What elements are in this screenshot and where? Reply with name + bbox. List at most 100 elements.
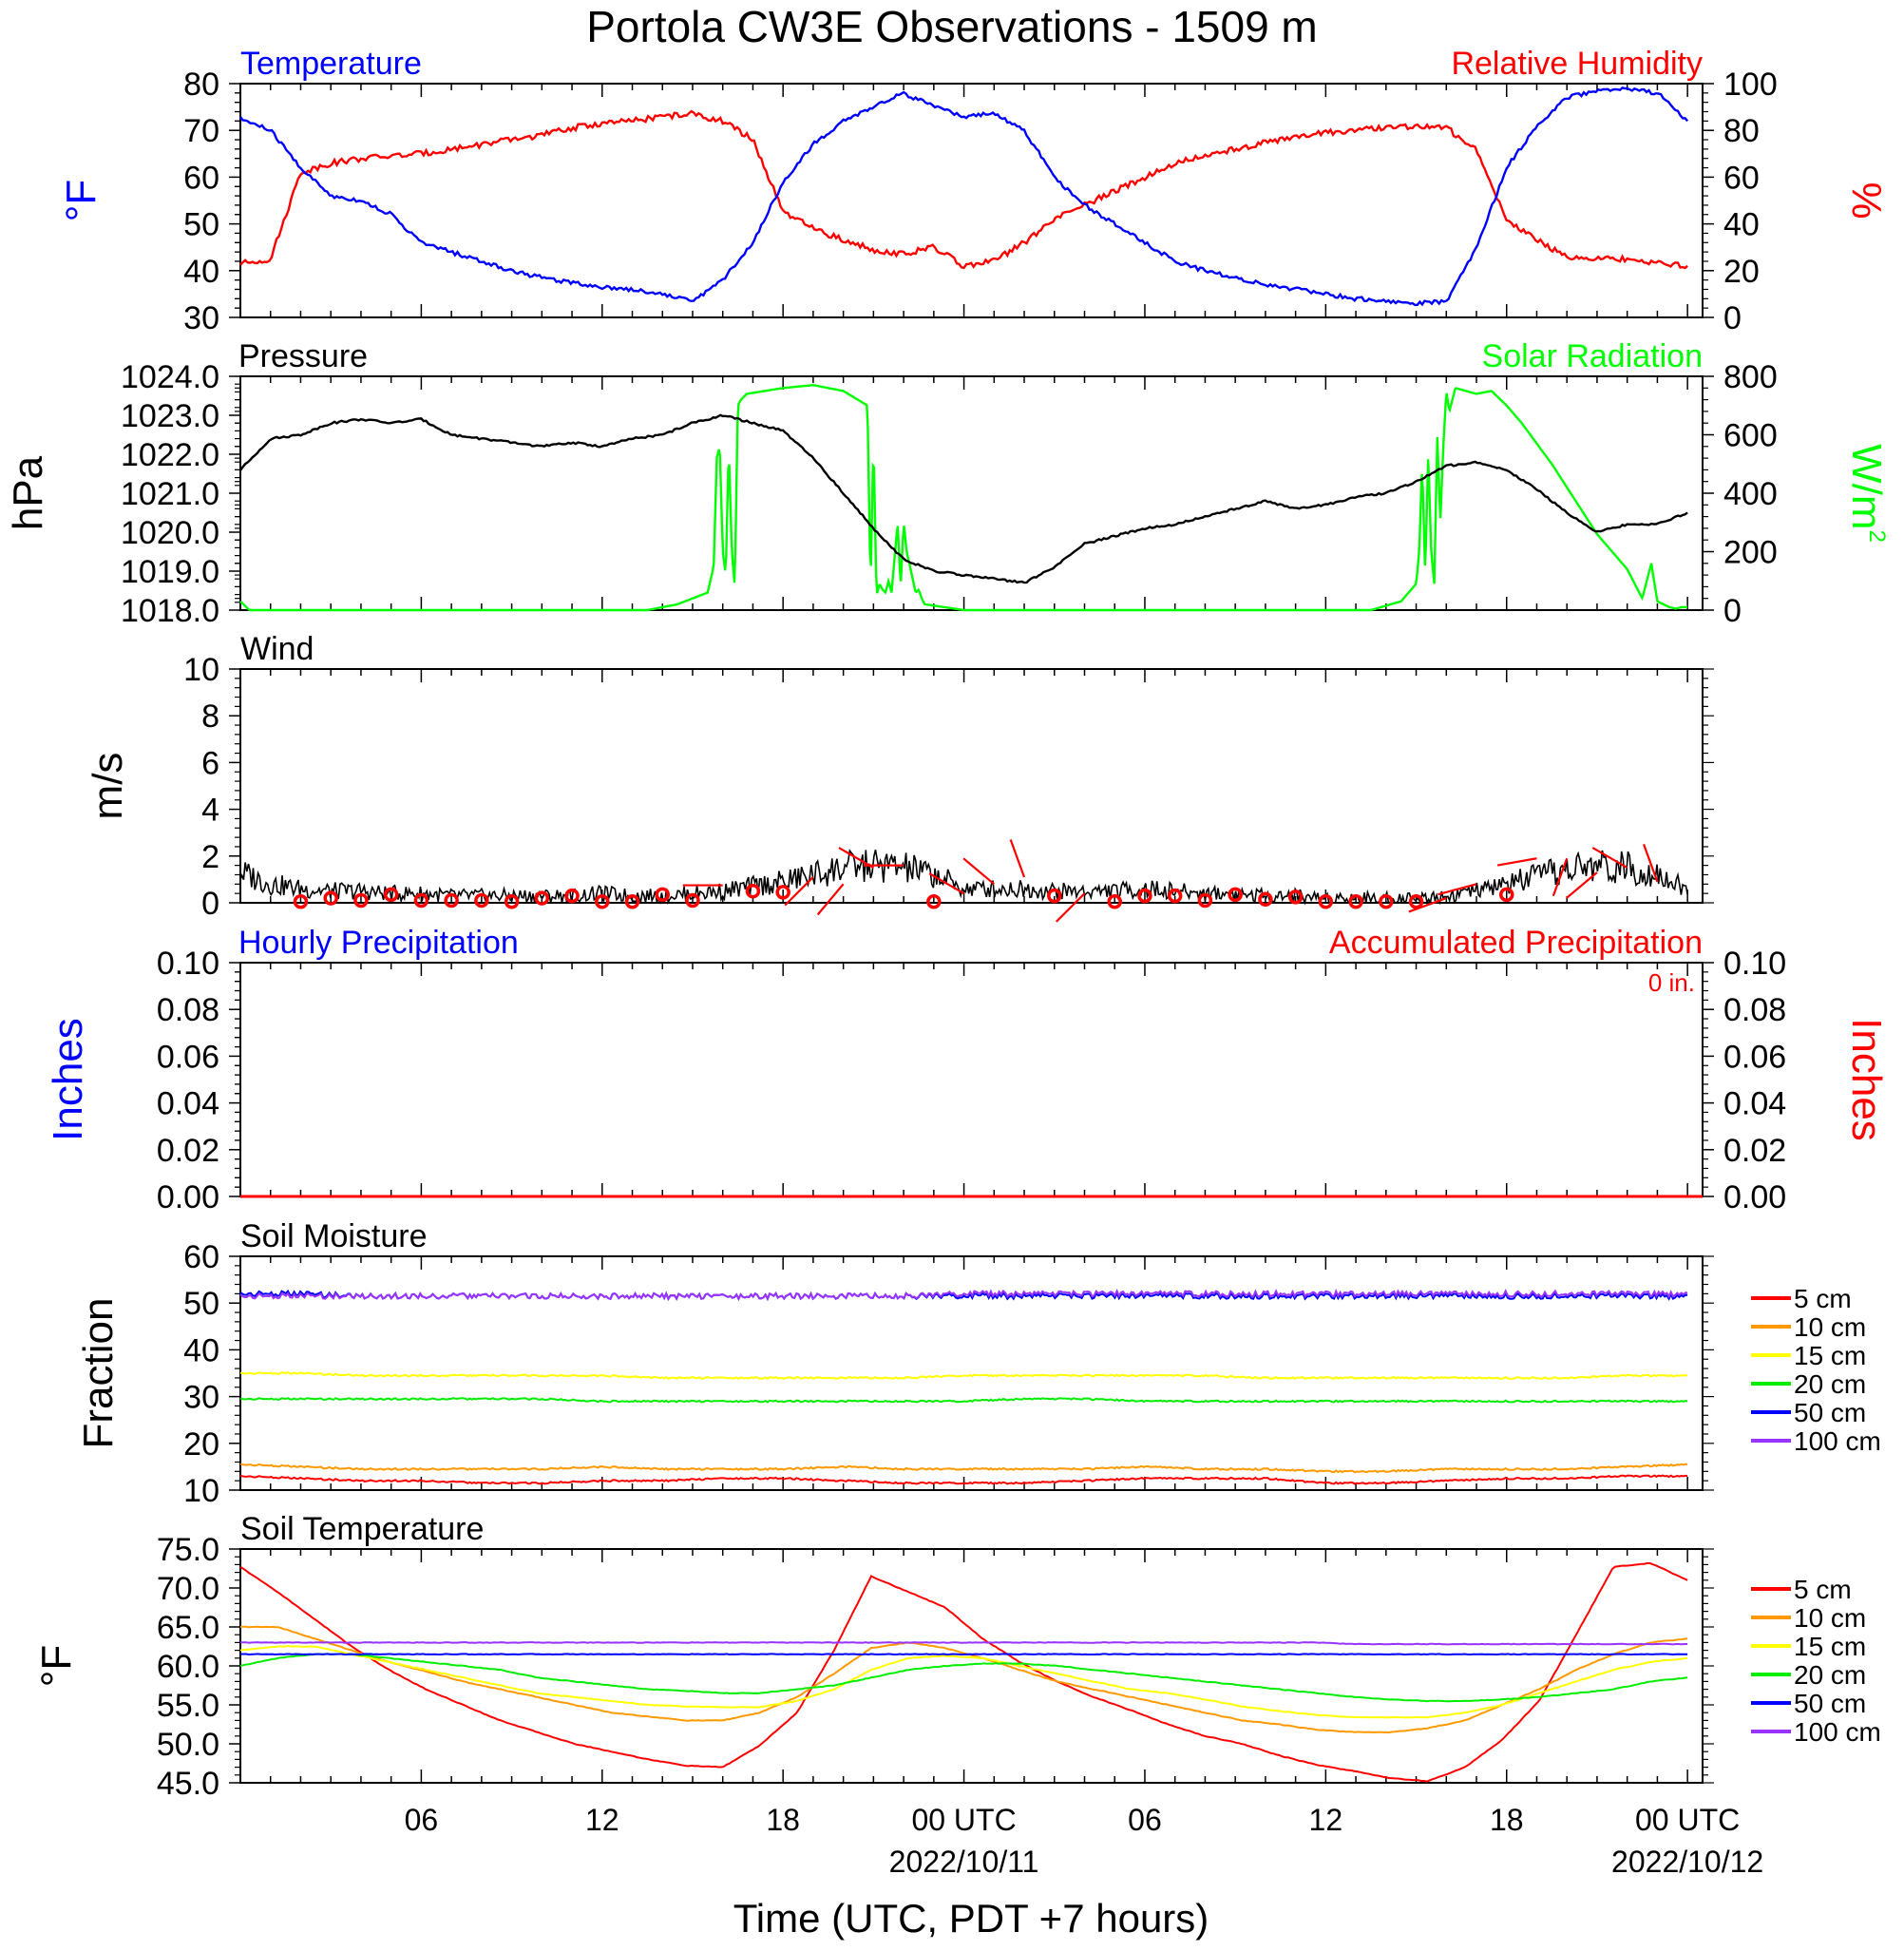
- y-axis-label: °F: [33, 1645, 80, 1687]
- soil-temperature-line: [239, 1625, 1688, 1734]
- y-tick-label: 0.02: [157, 1133, 219, 1169]
- y-tick-label: 60: [183, 160, 219, 196]
- wind-calm-marker: [745, 883, 761, 899]
- y-tick-label: 0.00: [1723, 1179, 1786, 1215]
- wind-calm-marker: [1258, 891, 1273, 908]
- wind-barb: [1408, 897, 1447, 913]
- soil-moisture-legend-label: 5 cm: [1794, 1284, 1852, 1313]
- y-tick-label: 6: [201, 745, 219, 781]
- y-tick-label: 1021.0: [121, 476, 219, 512]
- wind-barb: [1643, 844, 1659, 883]
- x-tick-label: 18: [766, 1803, 800, 1837]
- y-tick-label: 1024.0: [121, 359, 219, 395]
- hourly-precip-title: Hourly Precipitation: [238, 925, 519, 961]
- y-tick-label: 60: [183, 1239, 219, 1275]
- soil-moisture-line: [239, 1289, 1688, 1302]
- y-tick-label: 20: [183, 1426, 219, 1463]
- wind-calm-marker: [474, 892, 489, 909]
- y-tick-label: 40: [1723, 207, 1760, 243]
- soil-temperature-line: [239, 1653, 1688, 1656]
- y-tick-label: 0: [1723, 300, 1742, 336]
- soil-temperature-line: [239, 1645, 1688, 1719]
- y-tick-label: 80: [1723, 113, 1760, 149]
- soil-temperature-legend-label: 20 cm: [1794, 1660, 1866, 1690]
- wind-calm-marker: [1408, 894, 1424, 909]
- wind-calm-marker: [1318, 894, 1334, 909]
- soil-moisture-line: [239, 1371, 1688, 1381]
- y-tick-label: 30: [183, 1380, 219, 1416]
- wind-calm-marker: [413, 892, 429, 909]
- wind-barb: [1009, 839, 1026, 878]
- figure-title: Portola CW3E Observations - 1509 m: [586, 2, 1318, 51]
- pressure-title: Pressure: [238, 338, 368, 374]
- soil-moisture-legend-label: 10 cm: [1794, 1312, 1866, 1342]
- y-tick-label: 0.08: [157, 992, 219, 1028]
- y-tick-label: 1022.0: [121, 437, 219, 473]
- y-tick-label: 40: [183, 254, 219, 290]
- y-tick-label: 0.10: [1723, 946, 1786, 982]
- y-tick-label: 400: [1723, 476, 1778, 512]
- wind-barb: [1552, 857, 1569, 897]
- soil-temperature-line: [239, 1561, 1688, 1783]
- soil-moisture-line: [239, 1474, 1688, 1485]
- wind-calm-marker: [1287, 889, 1304, 905]
- wind-title: Wind: [240, 631, 314, 667]
- y-tick-label: 1020.0: [121, 515, 219, 551]
- wind-calm-marker: [624, 894, 640, 909]
- accum-precip-total: 0 in.: [1648, 968, 1695, 997]
- soil-temperature-legend-label: 100 cm: [1794, 1717, 1881, 1747]
- y-tick-label: 200: [1723, 535, 1778, 571]
- solar-radiation-line: [239, 383, 1688, 612]
- y-tick-label: 80: [183, 67, 219, 103]
- y-tick-label: 50: [183, 1286, 219, 1322]
- y-tick-label: 0.00: [157, 1179, 219, 1215]
- soil-temperature-legend-label: 5 cm: [1794, 1575, 1852, 1604]
- y-tick-label: 0.10: [157, 946, 219, 982]
- temperature-title: Temperature: [240, 46, 422, 82]
- y-tick-label: 50: [183, 207, 219, 243]
- y-axis-label-right: Inches: [1843, 1018, 1890, 1141]
- soil-temperature-title: Soil Temperature: [240, 1511, 484, 1547]
- y-tick-label: 75.0: [157, 1532, 219, 1568]
- y-axis-label: hPa: [5, 455, 51, 530]
- y-tick-label: 10: [183, 652, 219, 688]
- y-tick-label: 0.08: [1723, 992, 1786, 1028]
- soil-moisture-legend-label: 20 cm: [1794, 1369, 1866, 1399]
- soil-temperature-legend-label: 15 cm: [1794, 1632, 1866, 1661]
- y-tick-label: 55.0: [157, 1688, 219, 1724]
- wind-calm-marker: [534, 890, 550, 906]
- x-tick-label: 06: [1128, 1803, 1162, 1837]
- y-tick-label: 0.02: [1723, 1133, 1786, 1169]
- panel-frame: [239, 962, 1704, 1197]
- x-date-label: 2022/10/11: [889, 1845, 1039, 1879]
- wind-barb: [962, 857, 996, 886]
- wind-calm-marker: [564, 888, 580, 904]
- y-axis-label: Fraction: [75, 1298, 122, 1449]
- x-axis: 06 12 18 00 UTC 2022/10/11 06 12 18 00 UTC 2022/1…: [405, 1803, 1764, 1879]
- y-tick-label: 70: [183, 113, 219, 149]
- y-axis-label-right: %: [1843, 182, 1890, 219]
- y-tick-label: 60.0: [157, 1649, 219, 1685]
- soil-moisture-line: [239, 1397, 1688, 1404]
- y-axis-label-right: W/m2: [1843, 444, 1890, 543]
- y-tick-label: 45.0: [157, 1766, 219, 1802]
- wind-barb: [1496, 857, 1537, 867]
- wind-calm-marker: [383, 887, 399, 903]
- wind-calm-marker: [595, 894, 610, 909]
- x-tick-label: 18: [1490, 1803, 1524, 1837]
- wind-calm-marker: [504, 894, 520, 909]
- soil-moisture-legend-label: 50 cm: [1794, 1398, 1866, 1427]
- y-tick-label: 0.04: [157, 1086, 219, 1122]
- x-tick-label: 00 UTC: [911, 1803, 1016, 1837]
- x-date-label: 2022/10/12: [1611, 1845, 1763, 1879]
- y-axis-label: Inches: [45, 1018, 91, 1141]
- wind-calm-marker: [444, 892, 459, 909]
- panel-soil-moisture: 10 20 30 40 50 60 Soil Moisture Fraction 5 cm10 …: [75, 1218, 1881, 1509]
- x-axis-title: Time (UTC, PDT +7 hours): [733, 1896, 1209, 1941]
- soil-temperature-line: [239, 1641, 1688, 1646]
- soil-moisture-title: Soil Moisture: [240, 1218, 428, 1254]
- panel-frame: [239, 1255, 1704, 1491]
- wind-calm-marker: [353, 892, 369, 909]
- x-tick-label: 12: [585, 1803, 619, 1837]
